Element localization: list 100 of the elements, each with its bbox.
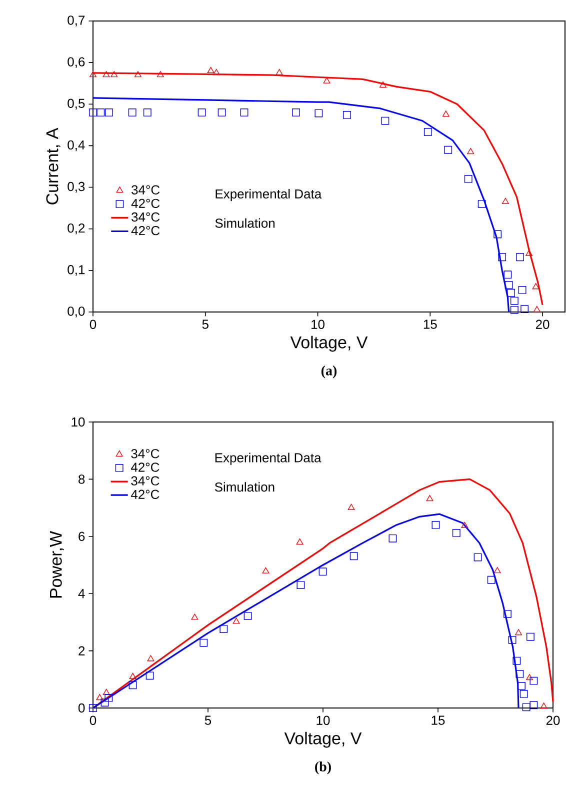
point — [426, 494, 434, 502]
point — [452, 529, 460, 537]
point — [461, 522, 468, 528]
x-tick-label: 10 — [312, 320, 324, 329]
annotation: Experimental Data — [216, 188, 322, 202]
y-tick-label: 0,1 — [68, 265, 85, 276]
y-axis-title: Current, A — [46, 128, 60, 204]
legend-label: 42°C — [131, 226, 160, 236]
point — [296, 581, 305, 589]
point — [220, 625, 228, 634]
point — [348, 504, 355, 510]
point — [100, 698, 109, 707]
annotation: Simulation — [215, 218, 275, 228]
point — [381, 116, 390, 125]
point — [520, 305, 528, 314]
y-tick-label: 0,5 — [68, 98, 85, 110]
point — [532, 283, 540, 290]
point — [494, 567, 501, 574]
point — [314, 109, 323, 118]
legend-label: 34°C — [131, 476, 160, 486]
point — [388, 534, 397, 542]
point — [89, 108, 97, 116]
point — [262, 567, 270, 574]
point — [379, 81, 386, 88]
point — [424, 128, 432, 136]
point — [143, 108, 152, 116]
point — [232, 618, 240, 624]
point — [105, 108, 113, 116]
point — [526, 674, 534, 680]
point — [276, 69, 283, 76]
point — [510, 296, 518, 305]
point — [487, 576, 496, 584]
y-tick-label: 0,3 — [68, 182, 85, 193]
point — [104, 694, 113, 702]
y-axis-title: Power,W — [50, 531, 64, 598]
point — [128, 108, 136, 116]
x-tick-label: 10 — [316, 716, 330, 725]
point — [530, 701, 538, 710]
point — [432, 521, 440, 529]
point — [540, 702, 548, 709]
point — [516, 253, 524, 262]
point — [474, 553, 482, 562]
point — [512, 656, 521, 665]
point — [134, 71, 142, 78]
point — [502, 198, 509, 204]
text: (b) — [315, 762, 331, 774]
x-axis-title: Voltage, V — [284, 732, 362, 748]
point — [212, 69, 220, 76]
point — [350, 552, 358, 560]
y-tick-label: 0 — [78, 703, 85, 713]
point — [464, 175, 472, 183]
point — [530, 676, 538, 685]
annotation: Experimental Data — [215, 452, 322, 465]
point — [244, 612, 252, 620]
y-tick-label: 0,7 — [68, 16, 85, 26]
point — [156, 71, 164, 78]
point — [504, 610, 512, 618]
x-tick-label: 15 — [432, 716, 445, 725]
point — [218, 108, 226, 116]
point — [498, 253, 506, 262]
point — [520, 690, 528, 698]
point — [240, 108, 248, 116]
point — [508, 636, 516, 644]
y-tick-label: 0,2 — [68, 223, 85, 234]
annotation: Simulation — [214, 482, 274, 492]
y-tick-label: 0,4 — [68, 140, 85, 152]
point — [191, 614, 198, 620]
x-tick-label: 15 — [424, 320, 437, 329]
y-tick-label: 4 — [78, 589, 85, 598]
x-tick-label: 5 — [204, 716, 212, 725]
point — [507, 288, 516, 297]
x-tick-label: 0 — [90, 716, 96, 725]
point — [442, 110, 450, 117]
legend-label: 42°C — [130, 462, 160, 472]
x-tick-label: 20 — [546, 716, 560, 725]
line-series — [92, 478, 554, 709]
point — [504, 270, 512, 279]
point — [522, 703, 530, 712]
y-tick-label: 10 — [72, 417, 85, 427]
y-tick-label: 6 — [78, 532, 85, 541]
y-tick-label: 8 — [78, 474, 85, 484]
legend-label: 42°C — [131, 198, 160, 208]
point — [444, 146, 452, 154]
point — [128, 681, 137, 690]
x-axis-title: Voltage, V — [290, 336, 368, 352]
point — [516, 670, 524, 678]
text: (a) — [321, 366, 337, 378]
legend-label: 34°C — [132, 185, 160, 194]
legend-label: 34°C — [131, 449, 160, 458]
point — [318, 568, 327, 576]
point — [518, 682, 526, 690]
point — [515, 629, 522, 636]
point — [467, 148, 474, 154]
point — [89, 704, 97, 712]
point — [296, 538, 304, 545]
point — [102, 688, 110, 695]
point — [292, 108, 300, 116]
point — [518, 286, 526, 294]
point — [147, 655, 154, 662]
x-tick-label: 20 — [536, 320, 550, 329]
